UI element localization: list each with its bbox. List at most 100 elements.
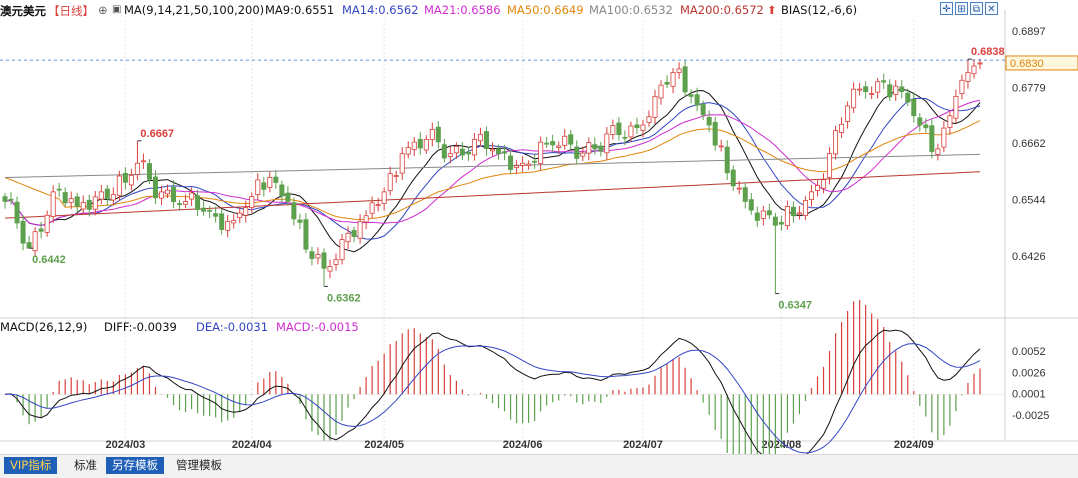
price-tick-label: 0.6779 — [1012, 82, 1046, 94]
tab-save-template[interactable]: 另存模板 — [106, 457, 164, 474]
candle-body — [514, 165, 520, 169]
macd-tick-label: 0.0001 — [1012, 389, 1046, 401]
candle-body — [766, 210, 772, 216]
candle-body — [778, 222, 784, 225]
candle-body — [261, 182, 267, 190]
candle-body — [676, 68, 682, 73]
candle-body — [417, 138, 423, 149]
candle-body — [122, 173, 128, 183]
candle-body — [580, 152, 586, 157]
bias-arrow-icon[interactable]: ⬆ — [767, 3, 777, 17]
date-tick-label: 2024/06 — [503, 439, 543, 451]
candle-body — [688, 94, 694, 97]
candle-body — [640, 124, 646, 131]
candle-body — [502, 151, 508, 154]
candle-body — [387, 173, 393, 192]
candle-body — [652, 95, 658, 118]
candle-body — [435, 126, 441, 143]
crosshair-icon[interactable]: ✛ — [940, 2, 953, 15]
chart-icon[interactable]: ▣ — [112, 4, 122, 15]
macd-dea: DEA:-0.0031 — [196, 320, 269, 334]
tab-standard[interactable]: 标准 — [74, 458, 97, 472]
candle-body — [923, 124, 929, 129]
candle-body — [796, 212, 802, 215]
candle-body — [496, 148, 502, 155]
candle-body — [225, 220, 231, 231]
candle-body — [760, 210, 766, 219]
zoom-in-icon[interactable]: ⊞ — [955, 2, 968, 15]
candle-body — [56, 188, 62, 191]
candle-body — [267, 177, 273, 188]
close-icon[interactable]: ✕ — [985, 2, 998, 15]
candle-body — [953, 95, 959, 119]
candle-body — [86, 199, 92, 210]
tab-vip-indicator[interactable]: VIP指标 — [4, 457, 58, 474]
candle-body — [363, 215, 369, 223]
candle-body — [911, 98, 917, 117]
axes: 0.6897 0.6779 0.6662 0.6544 0.6426 0.0052 0.00… — [0, 10, 1078, 451]
candle-body — [526, 163, 532, 166]
grid — [124, 20, 915, 440]
annotations: 0.6667 0.6442 0.6362 0.6347 0.6838 — [29, 46, 1005, 312]
tab-manage-template[interactable]: 管理模板 — [176, 458, 222, 472]
candle-body — [38, 228, 44, 232]
candle-body — [489, 148, 496, 152]
candle-body — [297, 219, 303, 223]
restore-icon[interactable]: ⧉ — [970, 2, 983, 15]
candle-body — [351, 230, 357, 237]
candle-body — [772, 216, 778, 226]
candle-body — [634, 124, 640, 129]
symbol-label[interactable]: 澳元美元 — [0, 4, 46, 18]
candle-body — [658, 84, 664, 99]
candle-body — [971, 65, 977, 75]
candle-body — [279, 184, 285, 197]
low-value-label: 0.6442 — [32, 254, 66, 266]
period-label[interactable]: 【日线】 — [48, 4, 94, 18]
low-value-label: 0.6362 — [327, 292, 361, 304]
date-tick-label: 2024/09 — [894, 439, 934, 451]
candle-body — [863, 86, 869, 93]
ma9-value: MA9:0.6551 — [265, 3, 335, 17]
macd-tick-label: -0.0025 — [1012, 410, 1049, 422]
candle-body — [20, 220, 26, 244]
candle-body — [291, 202, 297, 220]
candle-body — [98, 191, 104, 200]
candle-body — [586, 142, 592, 154]
candle-body — [706, 117, 712, 126]
candle-body — [273, 176, 279, 183]
candle-body — [833, 130, 839, 155]
candle-body — [441, 144, 447, 159]
settings-icon[interactable]: ⊕ — [98, 3, 108, 17]
candle-body — [411, 141, 417, 150]
template-tabs: VIP指标 标准 另存模板 管理模板 — [0, 454, 1078, 478]
candle-body — [869, 93, 875, 95]
candle-body — [622, 136, 628, 139]
candle-body — [893, 85, 899, 95]
candle-body — [213, 213, 219, 217]
price-tick-label: 0.6426 — [1012, 251, 1046, 263]
candle-body — [309, 251, 315, 259]
candle-body — [712, 121, 718, 146]
candle-body — [32, 231, 38, 252]
candle-body — [802, 200, 808, 216]
candle-body — [592, 144, 598, 150]
indicator-header: 澳元美元 【日线】 ⊕ ▣ MA(9,14,21,50,100,200) MA9… — [0, 0, 1000, 20]
candle-body — [74, 196, 80, 207]
ma100-value: MA100:0.6532 — [589, 3, 673, 17]
candle-body — [670, 72, 676, 87]
candle-body — [207, 209, 213, 212]
low-value-label: 0.6347 — [778, 300, 812, 312]
price-tick-label: 0.6544 — [1012, 195, 1046, 207]
candle-body — [520, 162, 526, 166]
candle-body — [718, 145, 724, 148]
candle-body — [477, 133, 483, 142]
candle-body — [887, 84, 893, 98]
candle-body — [959, 79, 965, 95]
macd-diff-line — [4, 329, 981, 454]
candle-body — [26, 242, 32, 249]
candle-body — [881, 80, 887, 83]
date-tick-label: 2024/05 — [364, 439, 404, 451]
candle-body — [189, 192, 195, 200]
candle-body — [177, 203, 183, 205]
macd-panel — [0, 299, 1005, 454]
